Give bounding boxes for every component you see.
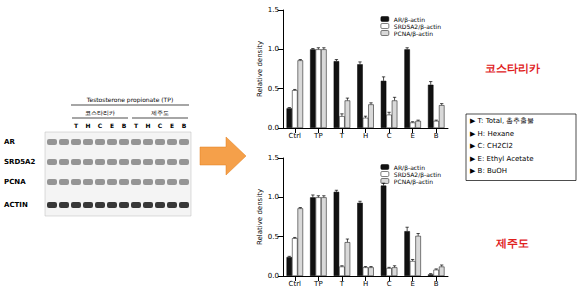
svg-text:1.5: 1.5 (268, 154, 279, 162)
svg-text:H: H (85, 122, 90, 129)
svg-text:PCNA: PCNA (4, 178, 26, 186)
svg-text:0.0: 0.0 (268, 124, 279, 132)
svg-text:▶ E: Ethyl Acetate: ▶ E: Ethyl Acetate (470, 155, 533, 163)
svg-text:1.0: 1.0 (268, 45, 279, 53)
svg-text:제주도: 제주도 (495, 237, 529, 250)
svg-text:TP: TP (313, 132, 323, 140)
svg-text:Relative density: Relative density (256, 41, 264, 97)
svg-text:B: B (122, 122, 127, 129)
svg-text:ACTIN: ACTIN (4, 201, 28, 209)
svg-text:코스타리카: 코스타리카 (485, 62, 540, 75)
svg-text:PCNA/β-actin: PCNA/β-actin (394, 30, 433, 38)
svg-text:E: E (410, 132, 414, 140)
svg-text:T: T (339, 132, 345, 140)
svg-text:T: T (339, 280, 345, 288)
svg-text:0.0: 0.0 (268, 272, 279, 280)
svg-text:▶ H: Hexane: ▶ H: Hexane (470, 130, 514, 138)
svg-text:E: E (410, 280, 414, 288)
svg-text:Relative density: Relative density (256, 189, 264, 245)
svg-text:코스타리카: 코스타리카 (85, 109, 115, 116)
svg-text:SRD5A2/β-actin: SRD5A2/β-actin (393, 22, 441, 30)
svg-text:B: B (434, 132, 439, 140)
svg-text:1.0: 1.0 (268, 193, 279, 201)
svg-text:C: C (158, 122, 163, 129)
svg-text:▶ C: CH2Cl2: ▶ C: CH2Cl2 (470, 142, 513, 150)
svg-text:0.5: 0.5 (268, 233, 279, 241)
svg-text:E: E (110, 122, 114, 129)
svg-text:TP: TP (313, 280, 323, 288)
svg-text:제주도: 제주도 (151, 109, 169, 116)
svg-text:Ctrl: Ctrl (289, 132, 302, 140)
svg-text:1.5: 1.5 (268, 6, 279, 14)
svg-text:0.5: 0.5 (268, 85, 279, 93)
svg-text:B: B (182, 122, 187, 129)
svg-text:PCNA/β-actin: PCNA/β-actin (394, 178, 433, 186)
svg-text:C: C (98, 122, 103, 129)
svg-text:H: H (363, 132, 368, 140)
svg-text:▶ T: Total, 총추출물: ▶ T: Total, 총추출물 (470, 117, 535, 125)
svg-text:T: T (134, 122, 139, 129)
svg-text:H: H (145, 122, 150, 129)
svg-text:C: C (387, 132, 392, 140)
svg-text:E: E (170, 122, 174, 129)
svg-text:C: C (387, 280, 392, 288)
svg-text:AR/β-actin: AR/β-actin (393, 163, 425, 171)
svg-text:Testosterone propionate (TP): Testosterone propionate (TP) (86, 96, 173, 104)
svg-text:SRD5A2: SRD5A2 (4, 158, 36, 166)
svg-text:Ctrl: Ctrl (289, 280, 302, 288)
svg-text:AR: AR (4, 138, 15, 146)
svg-text:T: T (74, 122, 79, 129)
svg-text:SRD5A2/β-actin: SRD5A2/β-actin (393, 170, 441, 178)
svg-text:▶ B: BuOH: ▶ B: BuOH (470, 167, 507, 175)
svg-text:B: B (434, 280, 439, 288)
svg-text:AR/β-actin: AR/β-actin (393, 15, 425, 23)
svg-text:H: H (363, 280, 368, 288)
